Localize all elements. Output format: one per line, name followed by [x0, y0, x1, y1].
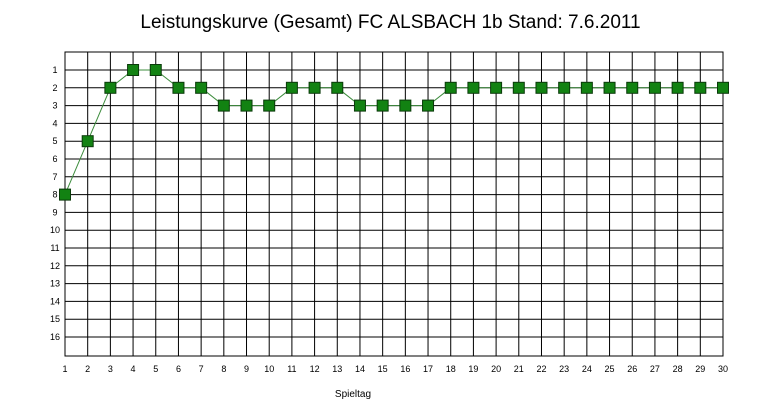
data-point [172, 81, 185, 94]
x-axis-label: Spieltag [335, 389, 371, 400]
data-point [104, 81, 117, 94]
data-point [558, 81, 571, 94]
data-point [308, 81, 321, 94]
x-tick-label: 2 [85, 364, 90, 374]
chart-grid [64, 52, 724, 356]
x-tick-label: 9 [244, 364, 249, 374]
data-point [81, 135, 94, 148]
x-tick-label: 11 [287, 364, 296, 374]
x-tick-label: 10 [264, 364, 274, 374]
data-point [694, 81, 707, 94]
x-tick-label: 22 [536, 364, 546, 374]
data-point [535, 81, 548, 94]
x-axis-ticks: 1 2 3 4 5 6 7 8 9 10 11 12 13 14 15 16 17 18 19 20 21 22 23 24 2… [62, 364, 728, 374]
x-tick-label: 5 [153, 364, 158, 374]
x-tick-label: 29 [695, 364, 705, 374]
x-tick-label: 16 [400, 364, 410, 374]
plot-frame [64, 51, 724, 357]
data-point [626, 81, 639, 94]
y-tick-label: 6 [52, 154, 57, 164]
x-tick-label: 6 [176, 364, 181, 374]
data-point [263, 99, 276, 112]
data-point [217, 99, 230, 112]
x-tick-label: 7 [199, 364, 204, 374]
x-tick-label: 28 [673, 364, 683, 374]
series-line [64, 69, 723, 195]
y-tick-label: 1 [52, 65, 57, 75]
data-point [240, 99, 253, 112]
data-point [127, 64, 140, 76]
data-point [422, 99, 435, 112]
y-tick-label: 10 [50, 225, 60, 235]
data-point [149, 64, 162, 76]
data-point [580, 81, 593, 94]
x-tick-label: 1 [62, 364, 67, 374]
data-point [717, 81, 729, 94]
y-tick-label: 12 [50, 261, 60, 271]
data-point [285, 81, 298, 94]
y-tick-label: 4 [52, 118, 57, 128]
x-tick-label: 23 [559, 364, 569, 374]
y-tick-label: 3 [52, 101, 57, 111]
x-tick-label: 14 [355, 364, 365, 374]
x-tick-label: 27 [650, 364, 660, 374]
data-point [353, 99, 366, 112]
x-tick-label: 18 [446, 364, 456, 374]
data-point [490, 81, 503, 94]
x-tick-label: 17 [423, 364, 433, 374]
x-tick-label: 12 [310, 364, 320, 374]
series-markers [59, 64, 729, 201]
x-tick-label: 26 [627, 364, 637, 374]
y-tick-label: 13 [50, 279, 60, 289]
data-point [512, 81, 525, 94]
data-point [467, 81, 480, 94]
x-tick-label: 8 [221, 364, 226, 374]
x-tick-label: 19 [468, 364, 478, 374]
data-point [331, 81, 344, 94]
data-point [648, 81, 661, 94]
data-point [376, 99, 389, 112]
x-tick-label: 24 [582, 364, 592, 374]
y-tick-label: 9 [52, 207, 57, 217]
data-point [195, 81, 208, 94]
data-point [671, 81, 684, 94]
data-point [603, 81, 616, 94]
x-tick-label: 3 [108, 364, 113, 374]
data-point [444, 81, 457, 94]
y-tick-label: 5 [52, 136, 57, 146]
y-tick-label: 2 [52, 83, 57, 93]
x-tick-label: 15 [378, 364, 388, 374]
y-tick-label: 16 [50, 332, 60, 342]
y-tick-label: 7 [52, 172, 57, 182]
y-tick-label: 8 [52, 190, 57, 200]
x-tick-label: 13 [332, 364, 342, 374]
chart-title: Leistungskurve (Gesamt) FC ALSBACH 1b St… [140, 12, 641, 33]
data-point [399, 99, 412, 112]
x-tick-label: 20 [491, 364, 501, 374]
x-tick-label: 30 [718, 364, 728, 374]
x-tick-label: 4 [131, 364, 136, 374]
y-tick-label: 14 [50, 296, 60, 306]
x-tick-label: 21 [514, 364, 524, 374]
data-point [59, 188, 71, 201]
x-tick-label: 25 [605, 364, 615, 374]
y-tick-label: 15 [50, 314, 60, 324]
y-tick-label: 11 [50, 243, 59, 253]
